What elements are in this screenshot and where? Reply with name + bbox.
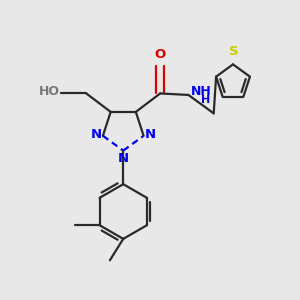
Text: O: O xyxy=(154,48,166,61)
Text: N: N xyxy=(145,128,156,141)
Text: N: N xyxy=(91,128,102,141)
Text: S: S xyxy=(229,45,238,58)
Text: H: H xyxy=(201,95,211,105)
Text: NH: NH xyxy=(191,85,212,98)
Text: N: N xyxy=(118,152,129,165)
Text: HO: HO xyxy=(38,85,59,98)
